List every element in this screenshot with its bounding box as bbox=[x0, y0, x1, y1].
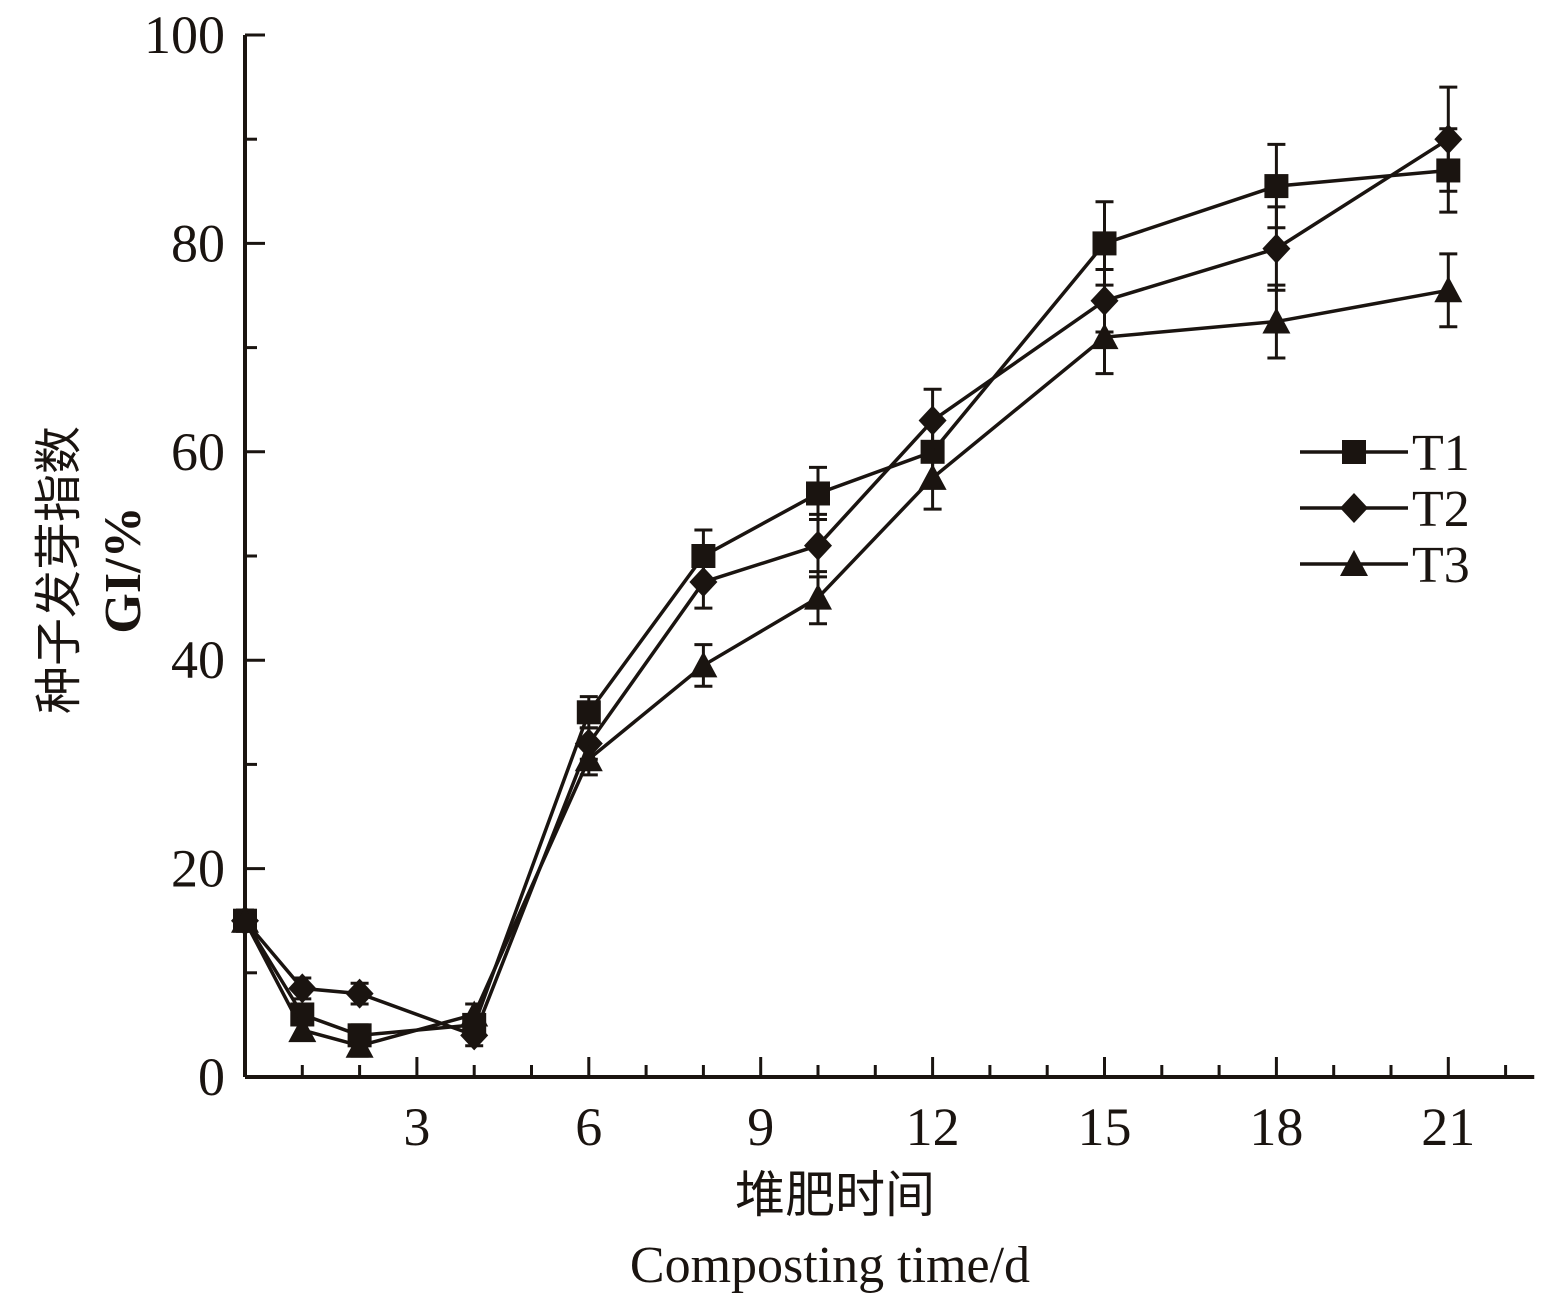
legend-item-t1: T1 bbox=[1300, 425, 1470, 482]
legend-label: T2 bbox=[1412, 481, 1470, 538]
y-tick-label: 0 bbox=[198, 1047, 225, 1107]
data-point bbox=[918, 463, 947, 490]
data-point bbox=[345, 1031, 374, 1058]
data-point bbox=[689, 567, 718, 598]
data-point bbox=[460, 1020, 489, 1051]
data-point bbox=[574, 745, 603, 772]
legend-marker bbox=[1342, 440, 1366, 464]
x-axis-label-cn: 堆肥时间 bbox=[735, 1166, 935, 1224]
legend-label: T3 bbox=[1412, 537, 1470, 594]
y-axis-label-cn: 种子发芽指数 bbox=[31, 426, 87, 714]
data-point bbox=[576, 700, 601, 725]
data-point bbox=[288, 973, 317, 1004]
y-tick-label: 20 bbox=[171, 839, 225, 899]
data-point bbox=[806, 481, 830, 506]
x-tick-label: 18 bbox=[1249, 1097, 1303, 1157]
x-tick-label: 9 bbox=[747, 1097, 774, 1157]
series-line bbox=[243, 168, 1449, 1038]
series-line bbox=[243, 288, 1449, 1048]
data-point bbox=[288, 1016, 317, 1043]
x-axis-label: Composting time/d bbox=[630, 1237, 1030, 1294]
x-tick-label: 21 bbox=[1421, 1097, 1475, 1157]
data-point bbox=[804, 530, 832, 561]
legend-item-t3: T3 bbox=[1300, 537, 1470, 594]
legend-marker bbox=[1340, 493, 1368, 523]
y-axis-label: GI/% bbox=[95, 506, 152, 633]
y-tick-label: 100 bbox=[144, 5, 225, 65]
data-point bbox=[345, 978, 374, 1009]
series-line bbox=[243, 137, 1450, 1038]
data-point bbox=[804, 583, 832, 610]
legend-marker bbox=[1340, 550, 1368, 576]
data-point bbox=[1264, 174, 1289, 199]
data-point bbox=[1434, 276, 1463, 303]
x-tick-label: 12 bbox=[906, 1097, 960, 1157]
x-tick-label: 3 bbox=[403, 1097, 430, 1157]
data-point bbox=[1434, 124, 1463, 155]
legend-label: T1 bbox=[1412, 425, 1470, 482]
legend-item-t2: T2 bbox=[1300, 481, 1470, 538]
x-tick-label: 15 bbox=[1078, 1097, 1132, 1157]
data-point bbox=[689, 651, 718, 678]
data-point bbox=[918, 405, 947, 436]
y-tick-label: 40 bbox=[171, 630, 225, 690]
data-point bbox=[1092, 231, 1117, 256]
data-point bbox=[460, 1000, 489, 1027]
data-point bbox=[1262, 307, 1291, 334]
series-t3 bbox=[231, 252, 1463, 1058]
data-point bbox=[231, 906, 259, 933]
x-tick-label: 6 bbox=[575, 1097, 602, 1157]
data-point bbox=[1090, 323, 1119, 350]
y-tick-label: 60 bbox=[171, 422, 225, 482]
data-point bbox=[1262, 233, 1291, 264]
y-tick-label: 80 bbox=[171, 213, 225, 273]
